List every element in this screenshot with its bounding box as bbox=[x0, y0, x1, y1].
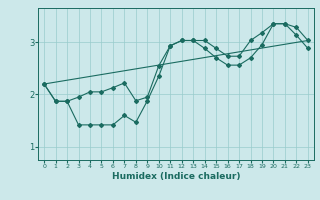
X-axis label: Humidex (Indice chaleur): Humidex (Indice chaleur) bbox=[112, 172, 240, 181]
